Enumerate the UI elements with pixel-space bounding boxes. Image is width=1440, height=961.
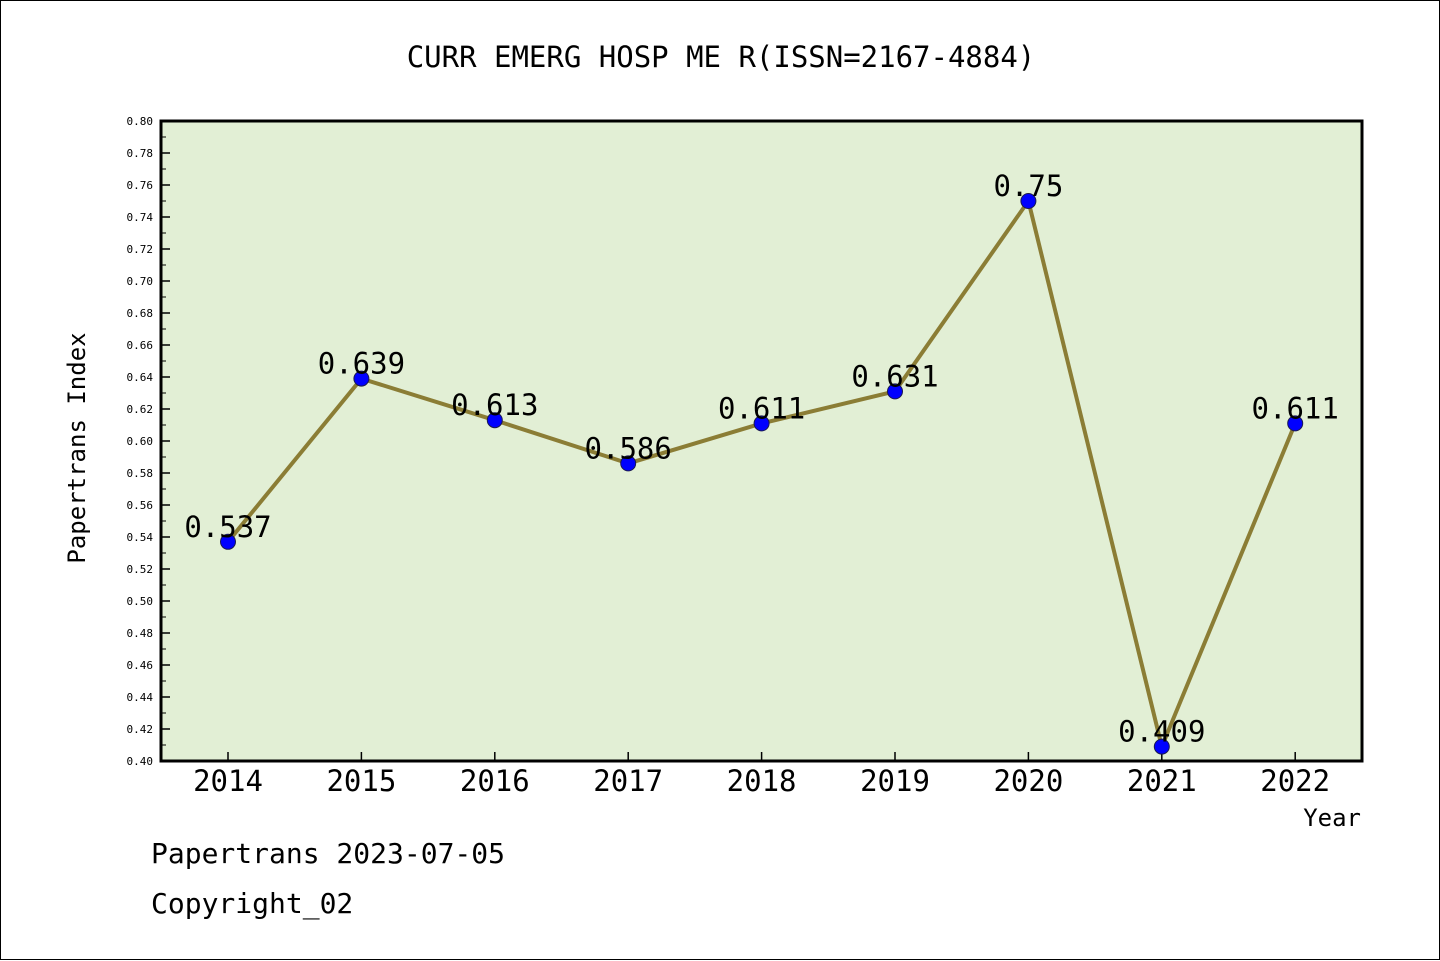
y-tick-label: 0.64: [127, 371, 154, 384]
data-label: 0.537: [184, 510, 271, 544]
data-point: [1020, 193, 1037, 209]
y-tick-label: 0.42: [127, 723, 154, 736]
data-point: [753, 415, 770, 432]
data-point: [887, 383, 903, 400]
y-tick-label: 0.50: [127, 595, 154, 608]
y-tick-label: 0.52: [127, 563, 154, 576]
data-point: [486, 412, 503, 429]
y-tick-label: 0.58: [127, 467, 154, 480]
footer-copyright: Copyright_02: [151, 887, 354, 920]
data-label: 0.409: [1118, 715, 1205, 749]
data-label: 0.631: [851, 359, 938, 393]
y-tick-label: 0.40: [127, 755, 154, 768]
y-tick-label: 0.78: [127, 147, 154, 160]
x-tick-label: 2022: [1260, 764, 1330, 798]
y-axis-label: Papertrans Index: [63, 332, 91, 563]
y-tick-label: 0.68: [127, 307, 154, 320]
y-tick-label: 0.44: [127, 691, 154, 704]
y-tick-label: 0.80: [127, 115, 154, 128]
y-tick-label: 0.74: [127, 211, 154, 224]
y-tick-label: 0.60: [127, 435, 154, 448]
data-label: 0.611: [718, 391, 805, 425]
data-point: [1153, 738, 1170, 755]
y-tick-label: 0.62: [127, 403, 154, 416]
x-tick-label: 2018: [727, 764, 797, 798]
y-tick-label: 0.70: [127, 275, 154, 288]
x-tick-label: 2017: [593, 764, 663, 798]
x-tick-label: 2020: [993, 764, 1063, 798]
data-label: 0.639: [318, 347, 405, 381]
data-label: 0.613: [451, 388, 538, 422]
data-label: 0.75: [993, 169, 1063, 203]
y-tick-label: 0.66: [127, 339, 154, 352]
x-tick-label: 2019: [860, 764, 930, 798]
x-tick-label: 2014: [193, 764, 263, 798]
footer-source-date: Papertrans 2023-07-05: [151, 837, 506, 870]
x-tick-label: 2016: [460, 764, 530, 798]
y-tick-label: 0.72: [127, 243, 154, 256]
chart-title: CURR EMERG HOSP ME R(ISSN=2167-4884): [407, 40, 1036, 74]
plot-area: [161, 121, 1362, 761]
x-tick-label: 2015: [326, 764, 396, 798]
plot-border: [159, 119, 1364, 763]
data-point: [1287, 415, 1304, 432]
y-tick-label: 0.54: [127, 531, 154, 544]
data-label: 0.611: [1252, 391, 1339, 425]
data-point: [353, 370, 370, 387]
x-axis-label: Year: [1303, 804, 1361, 832]
data-point: [620, 455, 637, 472]
y-tick-label: 0.46: [127, 659, 154, 672]
y-tick-label: 0.48: [127, 627, 154, 640]
y-tick-label: 0.56: [127, 499, 154, 512]
data-label: 0.586: [585, 431, 672, 465]
data-point: [220, 533, 236, 550]
x-tick-label: 2021: [1127, 764, 1197, 798]
y-tick-label: 0.76: [127, 179, 154, 192]
